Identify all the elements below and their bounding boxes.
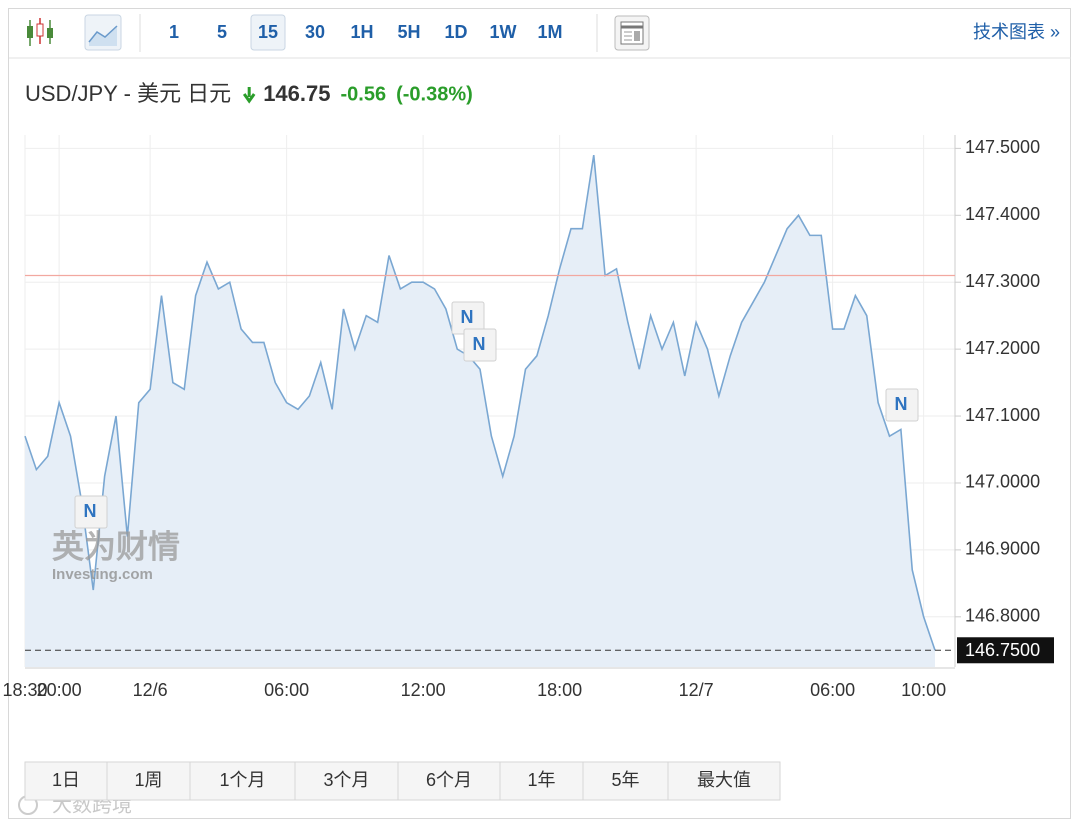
range-button-bg xyxy=(106,761,191,801)
change: -0.56 xyxy=(340,83,386,105)
y-tick-label: 147.5000 xyxy=(965,137,1040,157)
y-tick-label: 147.1000 xyxy=(965,405,1040,425)
news-marker-label: N xyxy=(895,394,908,414)
range-button-label: 1年 xyxy=(527,770,555,790)
news-marker[interactable]: N xyxy=(74,495,108,529)
news-marker[interactable]: N xyxy=(451,301,485,335)
interval-button[interactable]: 1D xyxy=(444,22,467,42)
range-button[interactable]: 1日 xyxy=(24,761,108,801)
news-marker-label: N xyxy=(84,501,97,521)
news-marker-box xyxy=(463,328,497,362)
x-tick-label: 10:00 xyxy=(901,680,946,700)
x-tick-label: 18:30 xyxy=(2,680,47,700)
y-tick-label: 146.9000 xyxy=(965,539,1040,559)
line-icon[interactable] xyxy=(84,14,122,51)
candle-icon[interactable] xyxy=(27,18,53,46)
interval-button[interactable]: 5 xyxy=(217,22,227,42)
interval-button[interactable]: 15 xyxy=(258,22,278,42)
frame xyxy=(8,8,1071,819)
news-marker-box xyxy=(74,495,108,529)
layout-icon[interactable] xyxy=(614,15,650,51)
range-button[interactable]: 1个月 xyxy=(189,761,296,801)
y-tick-label: 147.0000 xyxy=(965,472,1040,492)
range-button-bg xyxy=(667,761,781,801)
interval-button[interactable]: 30 xyxy=(305,22,325,42)
x-tick-label: 20:00 xyxy=(37,680,82,700)
interval-button[interactable]: 1M xyxy=(537,22,562,42)
range-button[interactable]: 1年 xyxy=(499,761,584,801)
interval-button[interactable]: 1H xyxy=(350,22,373,42)
range-button-label: 3个月 xyxy=(323,770,369,790)
technical-link[interactable]: 技术图表 » xyxy=(973,22,1060,42)
range-button-bg xyxy=(294,761,399,801)
range-button-label: 1周 xyxy=(134,770,162,790)
range-button[interactable]: 6个月 xyxy=(397,761,501,801)
news-marker-box xyxy=(885,388,919,422)
range-button-bg xyxy=(499,761,584,801)
x-tick-label: 12/7 xyxy=(679,680,714,700)
x-tick-label: 18:00 xyxy=(537,680,582,700)
interval-button[interactable]: 1 xyxy=(169,22,179,42)
y-tick-label: 147.3000 xyxy=(965,271,1040,291)
news-marker[interactable]: N xyxy=(463,328,497,362)
range-button[interactable]: 3个月 xyxy=(294,761,399,801)
range-button[interactable]: 1周 xyxy=(106,761,191,801)
x-tick-label: 12:00 xyxy=(401,680,446,700)
x-tick-label: 12/6 xyxy=(133,680,168,700)
watermark-site: Investing.com xyxy=(52,566,153,583)
interval-button[interactable]: 1W xyxy=(490,22,517,42)
range-button-label: 5年 xyxy=(611,770,639,790)
y-tick-label: 146.8000 xyxy=(965,606,1040,626)
range-button[interactable]: 最大值 xyxy=(667,761,781,801)
range-button-bg xyxy=(189,761,296,801)
x-tick-label: 06:00 xyxy=(264,680,309,700)
x-tick-label: 06:00 xyxy=(810,680,855,700)
news-marker-label: N xyxy=(473,334,486,354)
range-button-label: 最大值 xyxy=(697,770,751,790)
last-price-label: 146.7500 xyxy=(965,640,1040,660)
range-button-label: 6个月 xyxy=(426,770,472,790)
news-marker-label: N xyxy=(461,307,474,327)
news-marker[interactable]: N xyxy=(885,388,919,422)
y-tick-label: 147.2000 xyxy=(965,338,1040,358)
range-button-bg xyxy=(24,761,108,801)
range-button-label: 1日 xyxy=(52,770,80,790)
change-percent: (-0.38%) xyxy=(396,83,473,105)
price-line xyxy=(24,154,936,651)
area xyxy=(25,155,935,667)
last-price-box xyxy=(957,637,1054,664)
interval-button[interactable]: 5H xyxy=(397,22,420,42)
y-tick-label: 147.4000 xyxy=(965,204,1040,224)
pair-name: USD/JPY - 美元 日元 xyxy=(25,81,231,106)
range-button[interactable]: 5年 xyxy=(582,761,669,801)
range-button-bg xyxy=(582,761,669,801)
selected-interval-bg xyxy=(250,14,286,51)
watermark-brand: 英为财情 xyxy=(52,528,180,564)
down-arrow xyxy=(242,87,256,104)
price: 146.75 xyxy=(263,81,330,106)
range-button-label: 1个月 xyxy=(219,770,265,790)
